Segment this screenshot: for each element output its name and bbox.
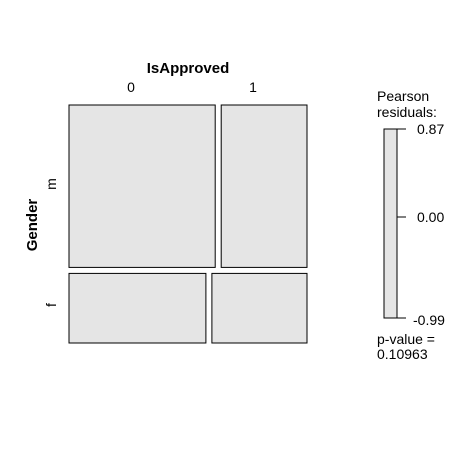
legend-max-label: 0.87 [417, 121, 444, 137]
x-category-label-0: 0 [127, 79, 135, 95]
mosaic-cell-m-0 [68, 104, 216, 268]
legend-color-bar [383, 128, 398, 319]
mosaic-cell-f-0 [68, 272, 207, 344]
legend-mid-label: 0.00 [417, 209, 444, 225]
x-variable-label: IsApproved [147, 60, 230, 77]
x-category-label-1: 1 [249, 79, 257, 95]
pvalue-label: p-value = [377, 331, 435, 347]
y-variable-label: Gender [24, 199, 41, 252]
y-category-label-m: m [43, 178, 59, 190]
legend-min-label: -0.99 [413, 312, 445, 328]
y-category-label-f: f [43, 303, 59, 307]
legend-title-line1: Pearson [377, 88, 429, 104]
mosaic-cell-m-1 [220, 104, 308, 268]
mosaic-cells [68, 104, 308, 344]
pvalue-value: 0.10963 [377, 346, 428, 362]
mosaic-cell-f-1 [211, 272, 308, 344]
legend-title-line2: residuals: [377, 104, 437, 120]
